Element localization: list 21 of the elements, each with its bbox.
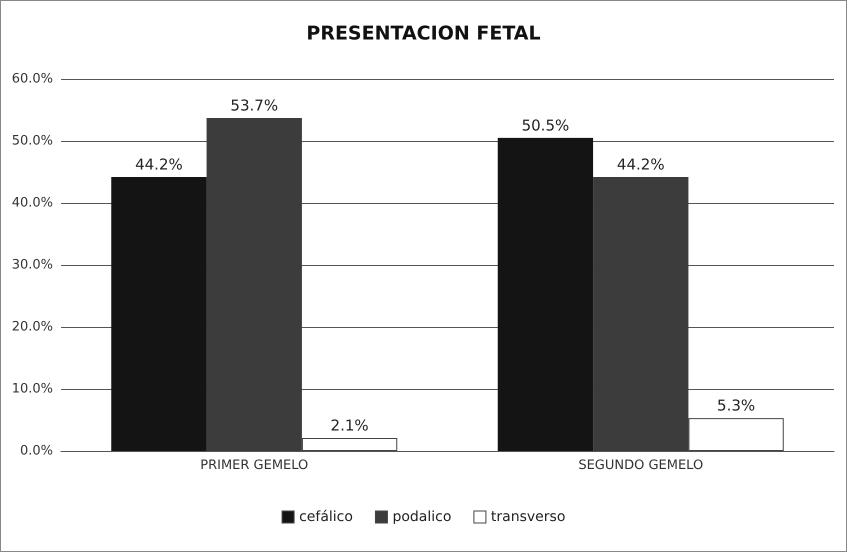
legend-label: transverso bbox=[490, 509, 566, 525]
y-tick-label: 60.0% bbox=[12, 72, 53, 86]
data-label: 53.7% bbox=[230, 96, 278, 115]
x-tick-label: PRIMER GEMELO bbox=[200, 458, 308, 473]
chart-title: PRESENTACION FETAL bbox=[306, 22, 541, 44]
y-tick-label: 50.0% bbox=[12, 134, 53, 148]
legend-label: podalico bbox=[392, 509, 452, 525]
data-label: 5.3% bbox=[717, 396, 756, 415]
y-tick-label: 30.0% bbox=[12, 258, 53, 272]
legend-label: cefálico bbox=[299, 509, 353, 525]
data-label: 50.5% bbox=[522, 116, 570, 134]
bar bbox=[111, 176, 207, 451]
y-tick-label: 10.0% bbox=[12, 382, 53, 396]
bar bbox=[498, 138, 594, 451]
y-tick-label: 40.0% bbox=[12, 196, 53, 210]
x-tick-label: SEGUNDO GEMELO bbox=[578, 458, 704, 473]
y-tick-label: 0.0% bbox=[20, 444, 53, 458]
data-label: 44.2% bbox=[616, 155, 665, 174]
data-label: 44.2% bbox=[135, 155, 183, 174]
data-label: 2.1% bbox=[330, 416, 369, 434]
y-tick-label: 20.0% bbox=[12, 320, 53, 334]
